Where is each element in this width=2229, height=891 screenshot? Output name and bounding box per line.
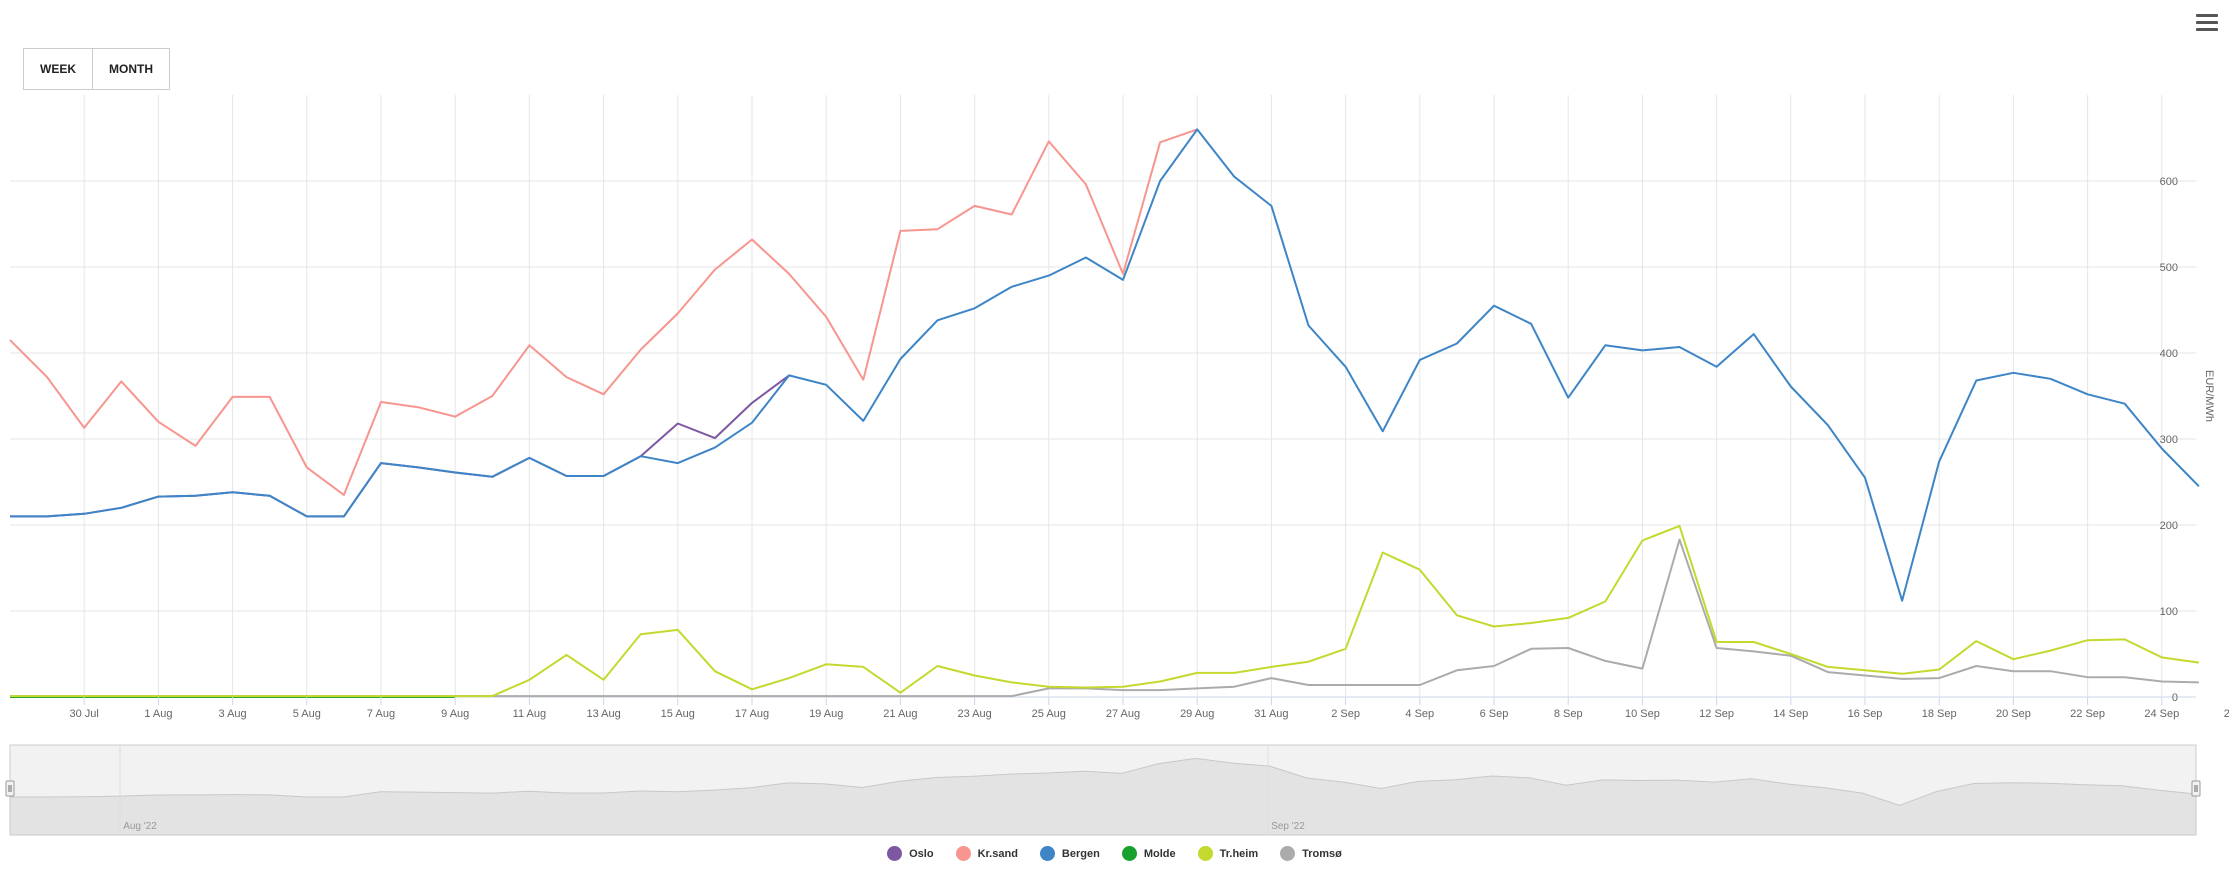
x-tick-label: 4 Sep [1405,708,1434,720]
legend-label: Bergen [1061,847,1100,860]
x-tick-label: 19 Aug [809,708,843,720]
series-line-tr-heim [10,524,2200,698]
x-tick-label: 5 Aug [293,708,321,720]
navigator-series [9,757,2197,836]
y-tick-label: 500 [2160,262,2178,274]
navigator-left-handle[interactable] [5,780,15,797]
x-tick-label: 26 ... [2224,708,2229,720]
y-tick-label: 200 [2160,520,2178,532]
legend-label: Tromsø [1302,847,1342,860]
x-tick-label: 27 Aug [1106,708,1140,720]
legend-label: Molde [1143,847,1176,860]
series-line-troms- [10,538,2199,698]
x-tick-label: 12 Sep [1699,708,1734,720]
x-tick-label: 10 Sep [1625,708,1660,720]
x-tick-label: 15 Aug [661,708,695,720]
x-tick-label: 14 Sep [1773,708,1808,720]
x-tick-label: 22 Sep [2070,708,2105,720]
x-tick-label: 17 Aug [735,708,769,720]
y-axis-title: EUR/MWh [2203,370,2215,422]
legend-dot [887,846,903,861]
y-tick-label: 100 [2160,606,2178,618]
range-selector: WEEK MONTH [23,48,170,90]
x-tick-label: 3 Aug [219,708,247,720]
hamburger-menu-icon[interactable] [2196,14,2218,32]
y-tick-label: 400 [2160,348,2178,360]
x-tick-label: 29 Aug [1180,708,1214,720]
legend-dot [1280,846,1296,861]
series-line-kr-sand [9,128,1198,496]
x-tick-label: 11 Aug [513,708,546,720]
legend-item-tr-heim[interactable]: Tr.heim [1197,846,1259,861]
legend-dot [1039,846,1055,861]
y-tick-label: 0 [2172,692,2178,704]
x-tick-label: 20 Sep [1996,708,2031,720]
navigator-label: Sep '22 [1271,821,1305,832]
y-tick-label: 600 [2160,176,2178,188]
x-tick-label: 8 Sep [1554,708,1583,720]
x-tick-label: 16 Sep [1848,708,1883,720]
x-tick-label: 21 Aug [883,708,917,720]
legend-item-bergen[interactable]: Bergen [1039,846,1100,861]
x-tick-label: 25 Aug [1032,708,1066,720]
legend-dot [1121,846,1137,861]
legend-label: Oslo [909,847,934,860]
series-line-bergen [10,128,2200,602]
x-tick-label: 2 Sep [1331,708,1360,720]
navigator-right-handle[interactable] [2191,780,2201,797]
legend-item-troms-[interactable]: Tromsø [1280,846,1342,861]
x-tick-label: 18 Sep [1922,708,1957,720]
legend-dot [1197,846,1213,861]
x-tick-label: 23 Aug [957,708,991,720]
legend-item-oslo[interactable]: Oslo [887,846,934,861]
x-tick-label: 9 Aug [441,708,469,720]
navigator-label: Aug '22 [123,821,157,832]
month-button[interactable]: MONTH [93,48,170,90]
legend-dot [955,846,971,861]
x-tick-label: 31 Aug [1254,708,1288,720]
x-tick-label: 1 Aug [144,708,172,720]
legend-item-molde[interactable]: Molde [1121,846,1176,861]
legend-item-kr-sand[interactable]: Kr.sand [955,846,1018,861]
x-tick-label: 24 Sep [2144,708,2179,720]
x-tick-label: 30 Jul [70,708,99,720]
series-line-oslo [10,316,975,516]
week-button[interactable]: WEEK [23,48,93,90]
legend-label: Kr.sand [977,847,1018,860]
chart-legend: Oslo Kr.sand Bergen Molde Tr.heim Tromsø [0,846,2229,861]
x-tick-label: 13 Aug [586,708,620,720]
x-tick-label: 7 Aug [367,708,395,720]
y-tick-label: 300 [2160,434,2178,446]
legend-label: Tr.heim [1219,847,1259,860]
x-tick-label: 6 Sep [1480,708,1509,720]
